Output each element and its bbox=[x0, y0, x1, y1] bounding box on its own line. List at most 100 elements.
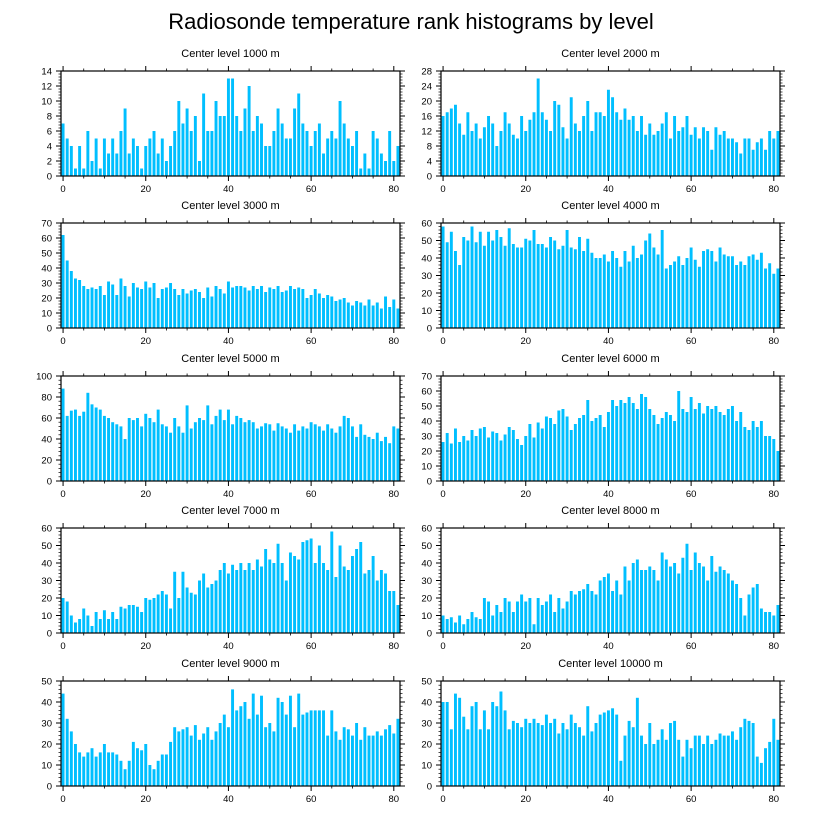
bar bbox=[65, 601, 69, 633]
y-tick-label: 40 bbox=[41, 435, 52, 446]
panel-title: Center level 10000 m bbox=[558, 658, 663, 670]
x-tick-label: 60 bbox=[306, 641, 317, 652]
bar bbox=[152, 283, 156, 328]
bar bbox=[598, 714, 602, 786]
bar bbox=[94, 407, 98, 481]
bar bbox=[260, 123, 263, 176]
x-tick-label: 20 bbox=[140, 794, 151, 805]
bar bbox=[218, 409, 222, 481]
bar bbox=[222, 293, 226, 328]
bar bbox=[98, 619, 102, 633]
bar bbox=[702, 251, 705, 328]
y-tick-label: 20 bbox=[41, 740, 52, 751]
bar bbox=[226, 727, 230, 786]
bar bbox=[495, 706, 499, 786]
bar bbox=[342, 727, 346, 786]
bar bbox=[706, 249, 710, 328]
bar bbox=[322, 563, 325, 633]
bar bbox=[664, 412, 668, 481]
bar bbox=[454, 428, 457, 481]
bar bbox=[697, 735, 701, 786]
bar bbox=[367, 570, 371, 633]
y-tick-label: 10 bbox=[41, 309, 52, 320]
y-tick-label: 40 bbox=[421, 559, 432, 570]
bar bbox=[586, 400, 590, 481]
bar bbox=[189, 290, 193, 328]
bar bbox=[388, 443, 392, 481]
bar bbox=[284, 290, 288, 328]
y-tick-label: 12 bbox=[41, 82, 52, 93]
bar bbox=[111, 422, 115, 481]
y-tick-label: 30 bbox=[421, 271, 432, 282]
bar bbox=[640, 116, 643, 176]
bar bbox=[61, 123, 65, 176]
bar bbox=[445, 112, 449, 176]
bar bbox=[739, 727, 743, 786]
bar bbox=[136, 606, 139, 633]
bar bbox=[260, 426, 263, 481]
bar bbox=[458, 265, 462, 328]
bar bbox=[243, 702, 247, 786]
bar bbox=[156, 409, 160, 481]
bar bbox=[239, 563, 243, 633]
bar bbox=[164, 426, 168, 481]
bar bbox=[342, 566, 346, 633]
bar bbox=[635, 131, 639, 176]
bar bbox=[755, 756, 759, 786]
bar bbox=[685, 739, 689, 786]
bar bbox=[507, 601, 511, 633]
bar bbox=[392, 591, 396, 633]
bar bbox=[491, 431, 495, 481]
x-tick-label: 20 bbox=[140, 641, 151, 652]
bar bbox=[144, 413, 148, 481]
bar bbox=[392, 426, 396, 481]
bar bbox=[301, 542, 305, 633]
chart-panel: Center level 2000 m 0 20 40 60 80 0 4 8 12 16 20 24 2… bbox=[421, 48, 785, 195]
bar bbox=[206, 587, 210, 633]
bar bbox=[495, 605, 499, 633]
bar bbox=[326, 295, 330, 328]
bar bbox=[751, 723, 755, 786]
bar bbox=[127, 418, 131, 481]
bar bbox=[478, 428, 482, 481]
bar bbox=[569, 591, 573, 633]
bar bbox=[681, 127, 685, 176]
bar bbox=[528, 119, 532, 176]
x-tick-label: 20 bbox=[140, 184, 151, 195]
bar bbox=[602, 254, 606, 328]
x-tick-label: 20 bbox=[140, 489, 151, 500]
bar bbox=[441, 226, 445, 328]
bar bbox=[511, 134, 515, 176]
bar bbox=[272, 430, 276, 481]
bar bbox=[264, 423, 268, 481]
y-tick-label: 50 bbox=[41, 249, 52, 260]
bar bbox=[359, 168, 363, 176]
bar bbox=[722, 570, 726, 633]
bar bbox=[396, 146, 400, 176]
bar bbox=[673, 261, 677, 328]
bar bbox=[689, 247, 693, 328]
bar bbox=[181, 571, 185, 633]
bar bbox=[102, 295, 106, 328]
x-tick-label: 40 bbox=[223, 184, 234, 195]
bar bbox=[474, 702, 478, 786]
bar bbox=[598, 415, 602, 481]
bar bbox=[751, 421, 755, 481]
bar bbox=[668, 566, 672, 633]
bar bbox=[557, 410, 561, 481]
bar bbox=[697, 403, 701, 481]
bar bbox=[520, 594, 524, 633]
bar bbox=[668, 138, 672, 176]
bar bbox=[107, 153, 111, 176]
y-tick-label: 20 bbox=[41, 594, 52, 605]
bar bbox=[102, 138, 106, 176]
bar bbox=[776, 131, 780, 176]
bar bbox=[743, 427, 747, 481]
bar bbox=[544, 714, 548, 786]
bar bbox=[590, 731, 594, 786]
bar bbox=[495, 146, 499, 176]
y-tick-label: 0 bbox=[427, 172, 432, 183]
bar bbox=[160, 138, 164, 176]
bar bbox=[301, 714, 305, 786]
bar bbox=[747, 138, 751, 176]
